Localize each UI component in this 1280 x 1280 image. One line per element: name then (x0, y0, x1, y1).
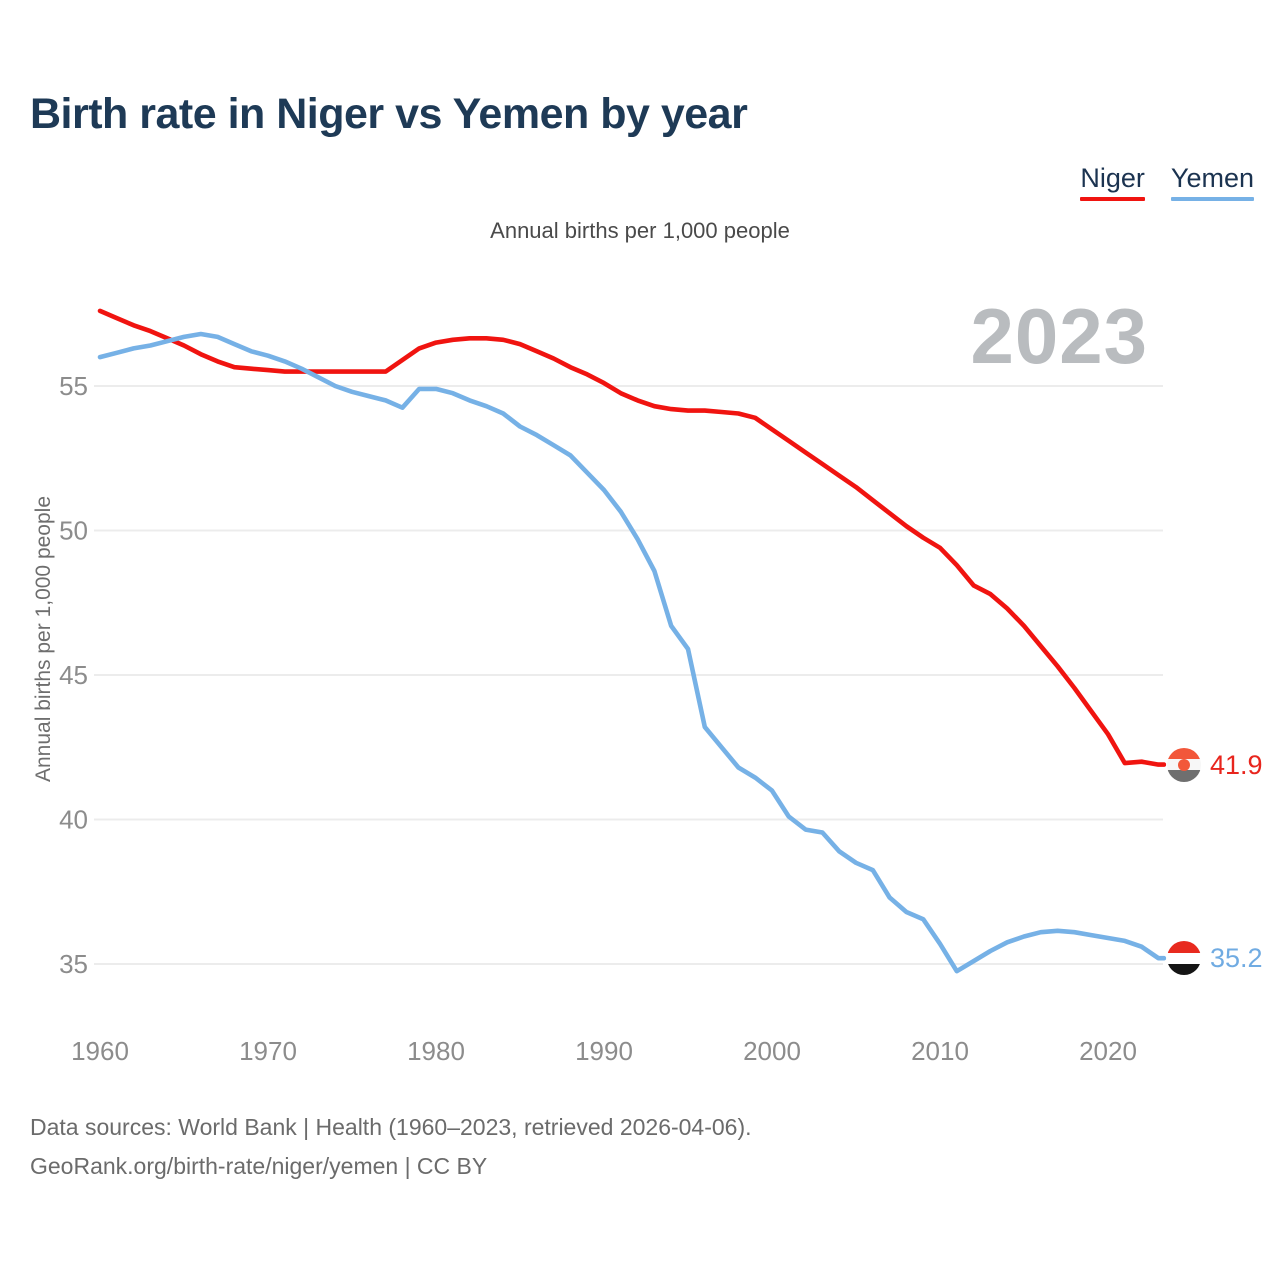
year-watermark: 2023 (970, 292, 1148, 380)
niger-flag-middle-band (1167, 758, 1201, 771)
y-tick-label-35: 35 (59, 949, 88, 979)
yemen-flag-icon (1167, 941, 1201, 976)
footer: Data sources: World Bank | Health (1960–… (30, 1108, 752, 1186)
footer-sources-line: Data sources: World Bank | Health (1960–… (30, 1114, 752, 1140)
x-tick-label-2000: 2000 (743, 1036, 801, 1066)
yemen-flag-bottom-band (1167, 963, 1201, 976)
legend-item-yemen[interactable]: Yemen (1170, 163, 1254, 201)
x-tick-label-2020: 2020 (1079, 1036, 1137, 1066)
y-tick-label-45: 45 (59, 660, 88, 690)
niger-flag-top-band (1167, 747, 1201, 759)
legend-underline-yemen (1170, 197, 1254, 201)
niger-flag-icon (1167, 747, 1201, 782)
x-tick-label-2010: 2010 (911, 1036, 969, 1066)
y-tick-label-40: 40 (59, 805, 88, 835)
legend-underline-niger (1080, 197, 1145, 201)
yemen-flag-top-band (1167, 941, 1201, 953)
footer-attribution-line: GeoRank.org/birth-rate/niger/yemen | CC … (30, 1153, 488, 1179)
y-tick-label-55: 55 (59, 371, 88, 401)
legend-item-niger[interactable]: Niger (1080, 163, 1145, 201)
legend: Niger Yemen (1080, 163, 1254, 201)
chart-subtitle: Annual births per 1,000 people (490, 218, 790, 243)
niger-flag-dot (1178, 758, 1190, 771)
x-tick-label-1990: 1990 (575, 1036, 633, 1066)
yemen-flag-middle-band (1167, 952, 1201, 964)
x-tick-label-1980: 1980 (407, 1036, 465, 1066)
x-tick-label-1960: 1960 (71, 1036, 129, 1066)
niger-value-label: 41.9 (1210, 749, 1263, 780)
legend-label-yemen: Yemen (1170, 163, 1254, 193)
legend-label-niger: Niger (1080, 163, 1145, 193)
y-tick-label-50: 50 (59, 516, 88, 546)
yemen-value-label: 35.2 (1210, 943, 1263, 974)
yemen-line[interactable] (97, 331, 1167, 974)
x-tick-label-1970: 1970 (239, 1036, 297, 1066)
niger-flag-bottom-band (1167, 770, 1201, 782)
niger-line[interactable] (97, 308, 1167, 767)
page-title: Birth rate in Niger vs Yemen by year (30, 90, 748, 138)
